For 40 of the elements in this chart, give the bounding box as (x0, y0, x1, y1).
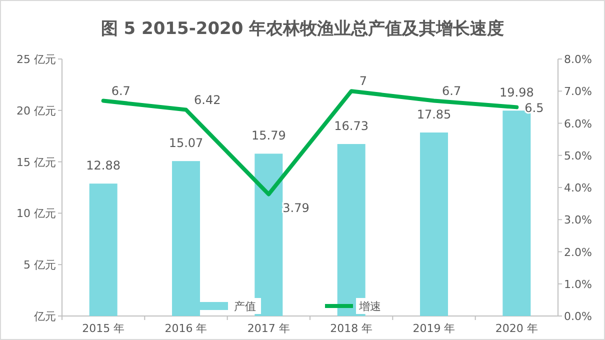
y-tick-label: 25 亿元 (16, 53, 56, 66)
y2-tick-label: 1.0% (564, 278, 592, 291)
chart-title: 图 5 2015-2020 年农林牧渔业总产值及其增长速度 (100, 19, 504, 39)
y-tick-label: 15 亿元 (16, 156, 56, 169)
bar (502, 110, 531, 316)
data-label: 17.85 (416, 108, 452, 122)
data-label: 15.79 (251, 128, 286, 143)
data-label: 15.07 (168, 136, 204, 150)
y-tick-label: 5 亿元 (24, 258, 56, 272)
data-label: 6.7 (442, 84, 462, 98)
bar (89, 184, 118, 316)
data-label: 12.88 (86, 158, 121, 173)
legend-label: 产值 (234, 300, 256, 313)
bar (254, 154, 283, 316)
bar (420, 132, 448, 316)
x-tick-label: 2017 年 (247, 322, 290, 335)
data-label: 6.42 (194, 92, 221, 107)
y2-tick-label: 5.0% (564, 149, 592, 162)
y2-tick-label: 0.0% (564, 310, 592, 323)
legend-label: 增速 (358, 300, 381, 313)
y-tick-label: 20 亿元 (16, 104, 56, 118)
data-label: 16.73 (334, 119, 369, 134)
data-label: 6.5 (524, 101, 544, 116)
data-label: 3.79 (282, 201, 310, 216)
y2-tick-label: 2.0% (564, 246, 592, 259)
y-tick-label: 10 亿元 (16, 207, 56, 220)
y-tick-label: 亿元 (33, 310, 56, 323)
x-tick-label: 2015 年 (82, 322, 125, 335)
x-tick-label: 2020 年 (495, 322, 538, 335)
y2-tick-label: 6.0% (564, 117, 592, 130)
y2-tick-label: 3.0% (564, 214, 592, 227)
x-tick-label: 2016 年 (164, 322, 208, 335)
y2-tick-label: 8.0% (564, 53, 592, 66)
x-tick-label: 2018 年 (330, 322, 373, 335)
data-label: 6.7 (111, 84, 130, 98)
y2-tick-label: 4.0% (564, 182, 592, 194)
x-tick-label: 2019 年 (412, 322, 456, 335)
y2-tick-label: 7.0% (564, 85, 592, 98)
data-label: 19.98 (499, 86, 534, 100)
data-label: 7 (359, 74, 367, 88)
